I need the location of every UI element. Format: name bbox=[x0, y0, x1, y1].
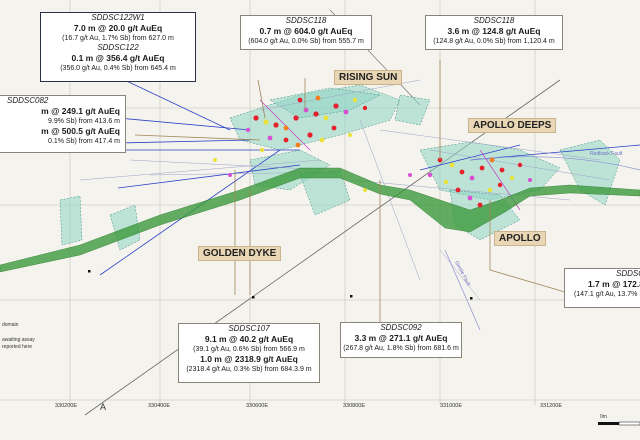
label-golden-dyke: GOLDEN DYKE bbox=[198, 246, 282, 261]
label-apollo-deeps: APOLLO DEEPS bbox=[468, 118, 557, 133]
collar-markers bbox=[88, 270, 473, 300]
section-line bbox=[84, 79, 561, 416]
hole-id: SDDSC118 bbox=[473, 16, 515, 25]
legend-reported: reported here bbox=[2, 344, 33, 350]
scale-label: 0m bbox=[600, 414, 607, 420]
label-apollo: APOLLO bbox=[494, 231, 546, 246]
callout-sddsc092: SDDSC092 3.3 m @ 271.1 g/t AuEq (267.8 g… bbox=[340, 322, 462, 358]
callout-sddsc-right: SDDSC 1.7 m @ 172.8 (147.1 g/t Au, 13.7%… bbox=[564, 268, 640, 308]
tick-330600e: 330600E bbox=[246, 403, 269, 409]
intercept: 1.0 m @ 2318.9 g/t AuEq bbox=[200, 354, 298, 364]
section-marker: A bbox=[100, 402, 106, 412]
intercept: 0.7 m @ 604.0 g/t AuEq bbox=[259, 26, 353, 36]
hole-id: SDDSC bbox=[615, 269, 640, 278]
intercept-detail: (2318.4 g/t Au, 0.3% Sb) from 684.3.9 m bbox=[186, 366, 312, 373]
intercept-detail: 9.9% Sb) from 413.6 m bbox=[48, 118, 120, 125]
hole-id: SDDSC107 bbox=[228, 324, 270, 333]
intercept-detail: (604.0 g/t Au, 0.0% Sb) from 555.7 m bbox=[248, 38, 364, 45]
tick-331200e: 331200E bbox=[540, 403, 563, 409]
hole-id: SDDSC122 bbox=[97, 43, 139, 52]
legend-awaiting: awaiting assay bbox=[2, 337, 35, 343]
hole-id: SDDSC082 bbox=[7, 96, 49, 105]
intercept: 3.3 m @ 271.1 g/t AuEq bbox=[354, 333, 448, 343]
intercept-detail: (356.0 g/t Au, 0.4% Sb) from 645.4 m bbox=[60, 65, 176, 72]
hole-id: SDDSC118 bbox=[285, 16, 327, 25]
intercept: 0.1 m @ 356.4 g/t AuEq bbox=[71, 53, 165, 63]
intercept: 9.1 m @ 40.2 g/t AuEq bbox=[204, 334, 294, 344]
intercept: 3.6 m @ 124.8 g/t AuEq bbox=[447, 26, 541, 36]
intercept-detail: (16.7 g/t Au, 1.7% Sb) from 627.0 m bbox=[62, 35, 174, 42]
callout-sddsc118-b: SDDSC118 3.6 m @ 124.8 g/t AuEq (124.8 g… bbox=[425, 15, 563, 50]
hole-id: SDDSC122W1 bbox=[91, 13, 145, 22]
intercept-detail: (267.8 g/t Au, 1.8% Sb) from 681.6 m bbox=[343, 345, 459, 352]
legend-domain: domain bbox=[2, 322, 19, 328]
redback-fault-label: Redback Fault bbox=[590, 151, 623, 157]
scale-bar-segment bbox=[618, 421, 640, 426]
intercept: m @ 500.5 g/t AuEq bbox=[41, 126, 120, 136]
tick-330400e: 330400E bbox=[148, 403, 171, 409]
callout-sddsc107: SDDSC107 9.1 m @ 40.2 g/t AuEq (39.1 g/t… bbox=[178, 323, 320, 383]
intercept-detail: (39.1 g/t Au, 0.6% Sb) from 566.9 m bbox=[193, 346, 305, 353]
intercept: m @ 249.1 g/t AuEq bbox=[41, 106, 120, 116]
gentle-fault bbox=[444, 249, 481, 331]
intercept-detail: (147.1 g/t Au, 13.7% S bbox=[573, 291, 640, 298]
hole-id: SDDSC092 bbox=[380, 323, 422, 332]
tick-330800e: 330800E bbox=[343, 403, 366, 409]
intercept-detail: 0.1% Sb) from 417.4 m bbox=[48, 138, 120, 145]
golden-dyke-shape bbox=[0, 167, 640, 273]
callout-sddsc082: SDDSC082 m @ 249.1 g/t AuEq 9.9% Sb) fro… bbox=[0, 95, 126, 153]
label-rising-sun: RISING SUN bbox=[334, 70, 403, 85]
gentle-fault-label: Gentle Fault bbox=[453, 260, 471, 287]
intercept: 7.0 m @ 20.0 g/t AuEq bbox=[73, 23, 163, 33]
assay-points bbox=[213, 95, 532, 208]
tick-331000e: 331000E bbox=[440, 403, 463, 409]
intercept-detail: (124.8 g/t Au, 0.0% Sb) from 1,120.4 m bbox=[433, 38, 555, 45]
callout-sddsc122w1: SDDSC122W1 7.0 m @ 20.0 g/t AuEq (16.7 g… bbox=[40, 12, 196, 82]
callout-leaders bbox=[134, 60, 566, 322]
tick-330200e: 330200E bbox=[55, 403, 78, 409]
intercept: 1.7 m @ 172.8 bbox=[587, 279, 640, 289]
callout-sddsc118-a: SDDSC118 0.7 m @ 604.0 g/t AuEq (604.0 g… bbox=[240, 15, 372, 50]
